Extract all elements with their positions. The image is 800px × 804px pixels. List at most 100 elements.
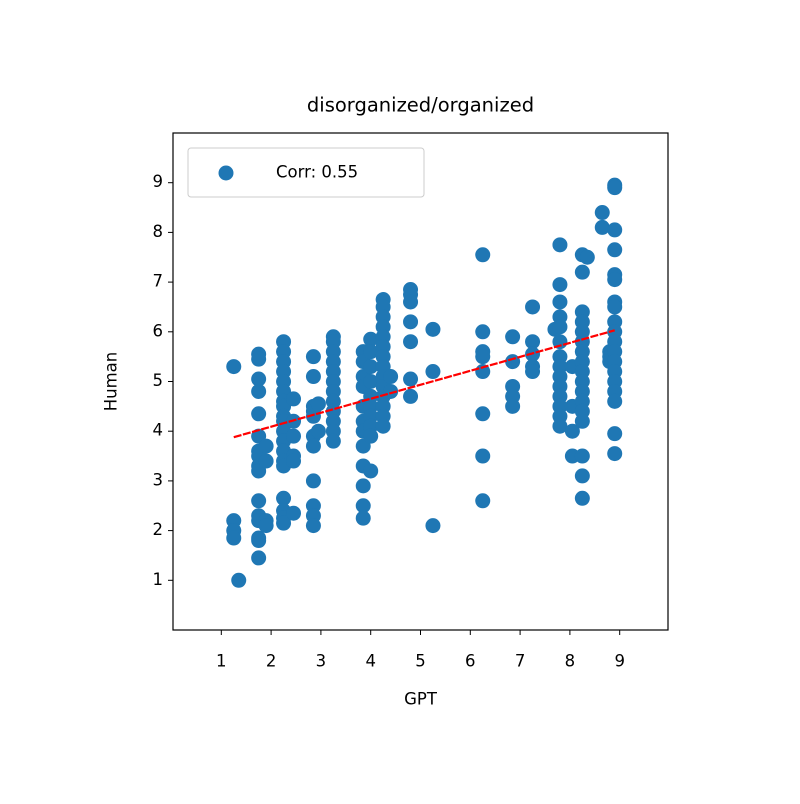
- point: [574, 490, 590, 506]
- x-tick-label: 7: [515, 652, 526, 671]
- y-tick-label: 5: [153, 371, 164, 390]
- point: [363, 331, 379, 347]
- point: [505, 398, 521, 414]
- point: [355, 478, 371, 494]
- point: [276, 490, 292, 506]
- point: [251, 533, 267, 549]
- x-tick-label: 4: [365, 652, 376, 671]
- point: [363, 463, 379, 479]
- point: [552, 277, 568, 293]
- point: [286, 428, 302, 444]
- point: [552, 294, 568, 310]
- point: [355, 510, 371, 526]
- point: [363, 344, 379, 360]
- legend-box: [187, 147, 425, 198]
- x-axis-label: GPT: [404, 690, 438, 709]
- point: [383, 369, 399, 385]
- point: [286, 453, 302, 469]
- point: [475, 324, 491, 340]
- point: [552, 237, 568, 253]
- point: [475, 493, 491, 509]
- point: [574, 413, 590, 429]
- point: [475, 247, 491, 263]
- chart-title: disorganized/organized: [307, 94, 534, 117]
- point: [355, 498, 371, 514]
- point: [310, 423, 326, 439]
- point: [425, 518, 441, 534]
- point: [226, 530, 242, 546]
- y-tick-label: 6: [153, 321, 164, 340]
- point: [552, 319, 568, 335]
- legend-label: Corr: 0.55: [276, 163, 358, 182]
- point: [564, 423, 580, 439]
- point: [286, 505, 302, 521]
- point: [305, 408, 321, 424]
- point: [363, 374, 379, 389]
- point: [403, 371, 419, 387]
- point: [594, 205, 610, 221]
- x-tick-label: 1: [216, 652, 227, 671]
- point: [505, 354, 521, 370]
- y-tick-label: 1: [153, 570, 164, 589]
- x-tick-label: 9: [614, 652, 625, 671]
- point: [251, 383, 267, 399]
- legend-marker: [218, 165, 234, 181]
- plot-area: [226, 177, 623, 588]
- point: [425, 364, 441, 380]
- point: [276, 515, 292, 531]
- point: [258, 438, 274, 454]
- point: [525, 364, 541, 380]
- point: [574, 264, 590, 280]
- point: [403, 294, 419, 310]
- point: [310, 396, 326, 412]
- y-tick-label: 3: [153, 470, 164, 489]
- point: [425, 321, 441, 337]
- point: [251, 493, 267, 509]
- point: [325, 433, 341, 449]
- point: [607, 222, 623, 238]
- y-axis-label: Human: [102, 352, 121, 412]
- point: [475, 448, 491, 464]
- x-tick-label: 3: [316, 652, 327, 671]
- point: [375, 418, 391, 434]
- x-tick-label: 8: [565, 652, 576, 671]
- point: [579, 249, 595, 265]
- point: [403, 388, 419, 404]
- point: [258, 518, 274, 534]
- point: [574, 468, 590, 484]
- y-tick-label: 7: [153, 272, 164, 291]
- y-tick-label: 4: [153, 421, 164, 440]
- point: [525, 334, 541, 350]
- point: [607, 272, 623, 288]
- point: [525, 299, 541, 315]
- point: [305, 438, 321, 454]
- point: [594, 219, 610, 235]
- point: [251, 406, 267, 422]
- point: [231, 572, 247, 588]
- point: [607, 242, 623, 258]
- y-tick-label: 2: [153, 520, 164, 539]
- y-tick-label: 9: [153, 172, 164, 191]
- point: [505, 329, 521, 345]
- point: [607, 426, 623, 442]
- x-tick-label: 6: [465, 652, 476, 671]
- point: [607, 393, 623, 409]
- y-tick-label: 8: [153, 222, 164, 241]
- point: [607, 299, 623, 315]
- point: [305, 518, 321, 534]
- point: [258, 453, 274, 469]
- point: [305, 473, 321, 489]
- point: [574, 448, 590, 464]
- point: [607, 180, 623, 196]
- point: [251, 371, 267, 387]
- x-tick-label: 2: [266, 652, 277, 671]
- point: [607, 446, 623, 462]
- point: [363, 428, 379, 444]
- point: [475, 406, 491, 422]
- point: [552, 418, 568, 434]
- point: [251, 351, 267, 367]
- point: [475, 349, 491, 365]
- point: [286, 391, 302, 407]
